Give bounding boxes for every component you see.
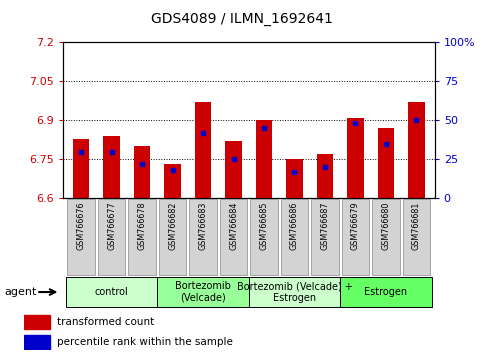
Text: GSM766676: GSM766676 [77,201,85,250]
Text: agent: agent [5,287,37,297]
FancyBboxPatch shape [249,277,340,307]
Bar [225,141,242,198]
FancyBboxPatch shape [250,199,278,275]
FancyBboxPatch shape [157,277,249,307]
FancyBboxPatch shape [98,199,125,275]
Text: GSM766677: GSM766677 [107,201,116,250]
FancyBboxPatch shape [66,277,157,307]
Text: Estrogen: Estrogen [364,287,408,297]
Bar [24,315,50,329]
Bar [316,154,333,198]
Text: GSM766683: GSM766683 [199,201,208,250]
Text: transformed count: transformed count [57,318,154,327]
Bar [103,136,120,198]
Text: GSM766678: GSM766678 [138,201,146,250]
Text: GSM766684: GSM766684 [229,201,238,250]
FancyBboxPatch shape [128,199,156,275]
Bar [134,146,150,198]
FancyBboxPatch shape [342,199,369,275]
FancyBboxPatch shape [281,199,308,275]
FancyBboxPatch shape [311,199,339,275]
Text: Bortezomib (Velcade) +
Estrogen: Bortezomib (Velcade) + Estrogen [237,281,353,303]
FancyBboxPatch shape [189,199,217,275]
Bar [164,165,181,198]
Text: GSM766682: GSM766682 [168,201,177,250]
FancyBboxPatch shape [67,199,95,275]
Bar [195,102,212,198]
Bar [378,128,394,198]
Bar [408,102,425,198]
FancyBboxPatch shape [159,199,186,275]
Bar [286,159,303,198]
Bar [24,335,50,348]
Bar [347,118,364,198]
Text: GSM766686: GSM766686 [290,201,299,250]
Text: Bortezomib
(Velcade): Bortezomib (Velcade) [175,281,231,303]
FancyBboxPatch shape [220,199,247,275]
Text: GSM766687: GSM766687 [320,201,329,250]
Text: GSM766679: GSM766679 [351,201,360,250]
Text: control: control [95,287,128,297]
FancyBboxPatch shape [403,199,430,275]
Bar [73,138,89,198]
Bar [256,120,272,198]
FancyBboxPatch shape [340,277,432,307]
Text: GSM766685: GSM766685 [259,201,269,250]
Text: GSM766680: GSM766680 [382,201,390,250]
Text: percentile rank within the sample: percentile rank within the sample [57,337,233,347]
Text: GDS4089 / ILMN_1692641: GDS4089 / ILMN_1692641 [151,12,332,27]
Text: GSM766681: GSM766681 [412,201,421,250]
FancyBboxPatch shape [372,199,399,275]
